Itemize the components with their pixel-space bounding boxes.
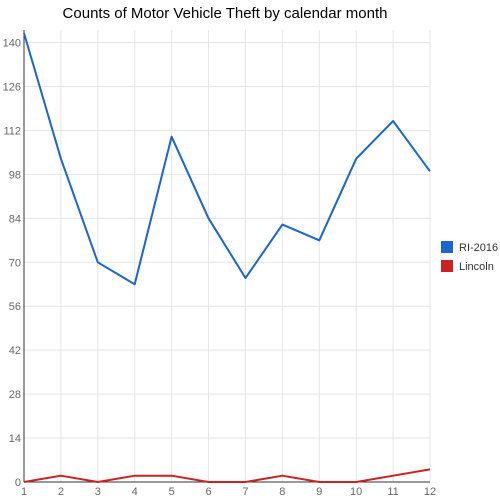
series-line-ri-2016: [23, 32, 431, 286]
gridlines: [24, 30, 431, 482]
y-tick-label: 56: [9, 301, 21, 313]
x-tick-label: 11: [387, 486, 398, 498]
legend-label: Lincoln: [459, 261, 494, 273]
y-tick-label: 84: [9, 213, 21, 225]
y-tick-label: 14: [9, 433, 21, 445]
legend-label: RI-2016: [459, 242, 498, 254]
x-axis-tick-labels: 1 2 3 4 5 6 7 8 9 10 11 12: [21, 486, 436, 498]
y-tick-label: 70: [9, 257, 21, 269]
x-tick-label: 5: [169, 486, 175, 498]
axes: [23, 30, 430, 483]
legend-swatch: [441, 260, 453, 272]
x-tick-label: 12: [424, 486, 436, 498]
x-tick-label: 6: [205, 486, 211, 498]
y-tick-label: 28: [9, 389, 21, 401]
series-lines: [23, 32, 431, 483]
y-tick-label: 0: [15, 477, 21, 489]
legend: RI-2016 Lincoln: [441, 241, 498, 273]
series-line-lincoln: [23, 468, 431, 483]
x-tick-label: 1: [21, 486, 27, 498]
legend-swatch: [441, 241, 453, 253]
x-tick-label: 3: [95, 486, 101, 498]
y-tick-label: 112: [3, 125, 21, 137]
chart-title: Counts of Motor Vehicle Theft by calenda…: [63, 5, 388, 22]
x-tick-label: 7: [242, 486, 248, 498]
x-tick-label: 9: [316, 486, 322, 498]
x-tick-label: 8: [279, 486, 285, 498]
y-tick-label: 140: [3, 38, 21, 50]
y-tick-label: 42: [9, 345, 21, 357]
y-axis-tick-labels: 0 14 28 42 56 70 84 98 112 126 140: [3, 38, 21, 489]
x-tick-label: 4: [132, 486, 138, 498]
y-tick-label: 126: [3, 82, 21, 94]
x-tick-label: 2: [58, 486, 64, 498]
y-tick-label: 98: [9, 169, 21, 181]
x-tick-label: 10: [350, 486, 362, 498]
